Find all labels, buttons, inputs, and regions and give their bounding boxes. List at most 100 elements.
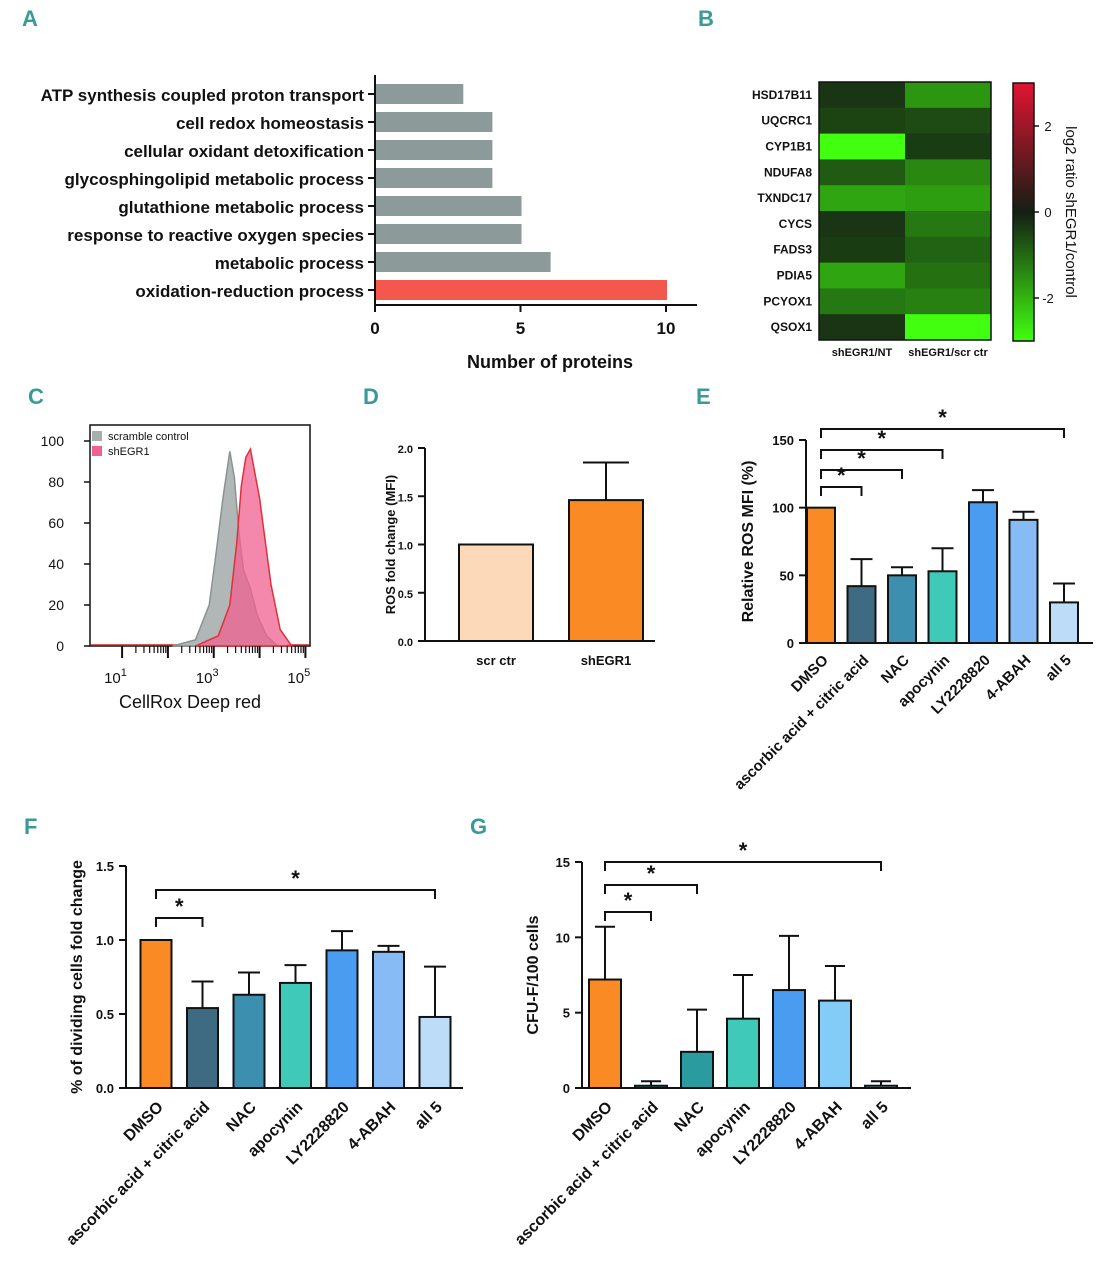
significance-star: * — [647, 861, 656, 886]
significance-bracket — [155, 917, 204, 927]
y-tick-label: 50 — [780, 568, 794, 583]
significance-bracket — [155, 889, 436, 899]
x-tick-label: DMSO — [570, 1099, 616, 1145]
legend-label: scramble control — [108, 431, 189, 443]
y-axis-title: % of dividing cells fold change — [69, 860, 86, 1094]
legend-label: shEGR1 — [108, 446, 150, 458]
significance-bracket — [820, 486, 863, 496]
category-label: ATP synthesis coupled proton transport — [41, 86, 365, 105]
y-tick-label: 1.0 — [96, 933, 114, 948]
significance-star: * — [739, 838, 748, 863]
bar — [186, 1007, 219, 1090]
x-tick-label: all 5 — [1042, 652, 1075, 685]
panel-label: D — [363, 384, 379, 409]
colorbar — [1012, 82, 1035, 342]
x-tick-label: all 5 — [412, 1099, 446, 1133]
row-label: HSD17B11 — [752, 88, 812, 102]
category-label: cellular oxidant detoxification — [124, 142, 364, 161]
row-label: CYCS — [779, 217, 812, 231]
heatmap-cell — [819, 82, 905, 109]
bar — [1049, 601, 1079, 645]
bar — [376, 140, 493, 160]
heatmap-cell — [905, 211, 991, 238]
y-tick-label: 1.5 — [398, 492, 413, 504]
significance-star: * — [175, 894, 184, 919]
bar — [376, 280, 667, 300]
significance-star: * — [938, 405, 947, 430]
category-label: oxidation-reduction process — [135, 282, 364, 301]
y-tick-label: 0 — [56, 638, 64, 654]
heatmap-cell — [905, 185, 991, 212]
colorbar-title: log2 ratio shEGR1/control — [1062, 126, 1079, 298]
significance-star: * — [624, 888, 633, 913]
bar — [376, 252, 551, 272]
histogram-shegr1 — [195, 447, 294, 647]
heatmap-cell — [905, 82, 991, 109]
heatmap-cell — [819, 211, 905, 238]
colorbar-tick-label: 0 — [1044, 205, 1051, 220]
x-tick-label: 105 — [287, 667, 310, 687]
heatmap-cell — [819, 107, 905, 135]
bar — [887, 574, 917, 644]
row-label: NDUFA8 — [764, 165, 812, 179]
x-tick-label: 4-ABAH — [345, 1099, 400, 1154]
heatmap-cell — [905, 314, 991, 341]
y-tick-label: 10 — [556, 930, 570, 945]
x-axis-title: CellRox Deep red — [119, 692, 261, 712]
bar — [376, 196, 522, 216]
significance-star: * — [837, 463, 846, 488]
bar — [372, 950, 405, 1090]
row-label: FADS3 — [773, 243, 812, 257]
bar — [968, 501, 998, 644]
bar — [139, 939, 173, 1089]
y-tick-label: 100 — [41, 433, 65, 449]
colorbar-tick-label: -2 — [1042, 291, 1054, 306]
significance-bracket — [604, 911, 652, 921]
significance-bracket — [820, 469, 903, 479]
y-tick-label: 5 — [563, 1006, 570, 1021]
bar — [418, 1015, 452, 1090]
category-label: response to reactive oxygen species — [67, 226, 364, 245]
y-tick-label: 100 — [772, 501, 794, 516]
panel-label: A — [22, 6, 38, 31]
significance-star: * — [291, 866, 300, 891]
x-tick-label: 5 — [516, 319, 525, 338]
heatmap-cell — [905, 159, 991, 186]
significance-bracket — [604, 884, 698, 894]
heatmap-border — [818, 81, 992, 341]
category-label: glycosphingolipid metabolic process — [65, 170, 364, 189]
bar — [232, 993, 266, 1090]
x-tick-label: NAC — [878, 652, 913, 687]
y-axis-title: CFU-F/100 cells — [525, 915, 542, 1034]
x-tick-label: 103 — [196, 667, 219, 687]
legend-swatch — [92, 431, 102, 441]
y-tick-label: 0.5 — [96, 1007, 114, 1022]
y-tick-label: 0 — [787, 636, 794, 651]
bar — [726, 1017, 760, 1090]
panel-label: C — [28, 384, 44, 409]
heatmap-cell — [905, 236, 991, 264]
bar — [927, 570, 958, 644]
row-label: TXNDC17 — [757, 191, 812, 205]
panel-label: G — [470, 814, 487, 839]
y-axis-title: ROS fold change (MFI) — [383, 475, 398, 614]
legend-swatch — [92, 446, 102, 456]
heatmap-cell — [819, 133, 905, 160]
significance-bracket — [604, 861, 882, 871]
y-tick-label: 60 — [48, 515, 64, 531]
y-tick-label: 80 — [48, 474, 64, 490]
panel-a: A ATP synthesis coupled proton transport c… — [22, 6, 697, 372]
heatmap-cell — [905, 107, 991, 135]
panel-label: F — [24, 814, 37, 839]
y-tick-label: 0.5 — [398, 589, 413, 601]
bar — [458, 543, 534, 642]
row-label: PCYOX1 — [763, 294, 812, 308]
y-tick-label: 0 — [563, 1081, 570, 1096]
y-axis-title: Relative ROS MFI (%) — [740, 461, 757, 623]
significance-star: * — [857, 446, 866, 471]
x-tick-label: 10 — [657, 319, 676, 338]
bar — [279, 981, 312, 1089]
bar — [588, 978, 622, 1090]
